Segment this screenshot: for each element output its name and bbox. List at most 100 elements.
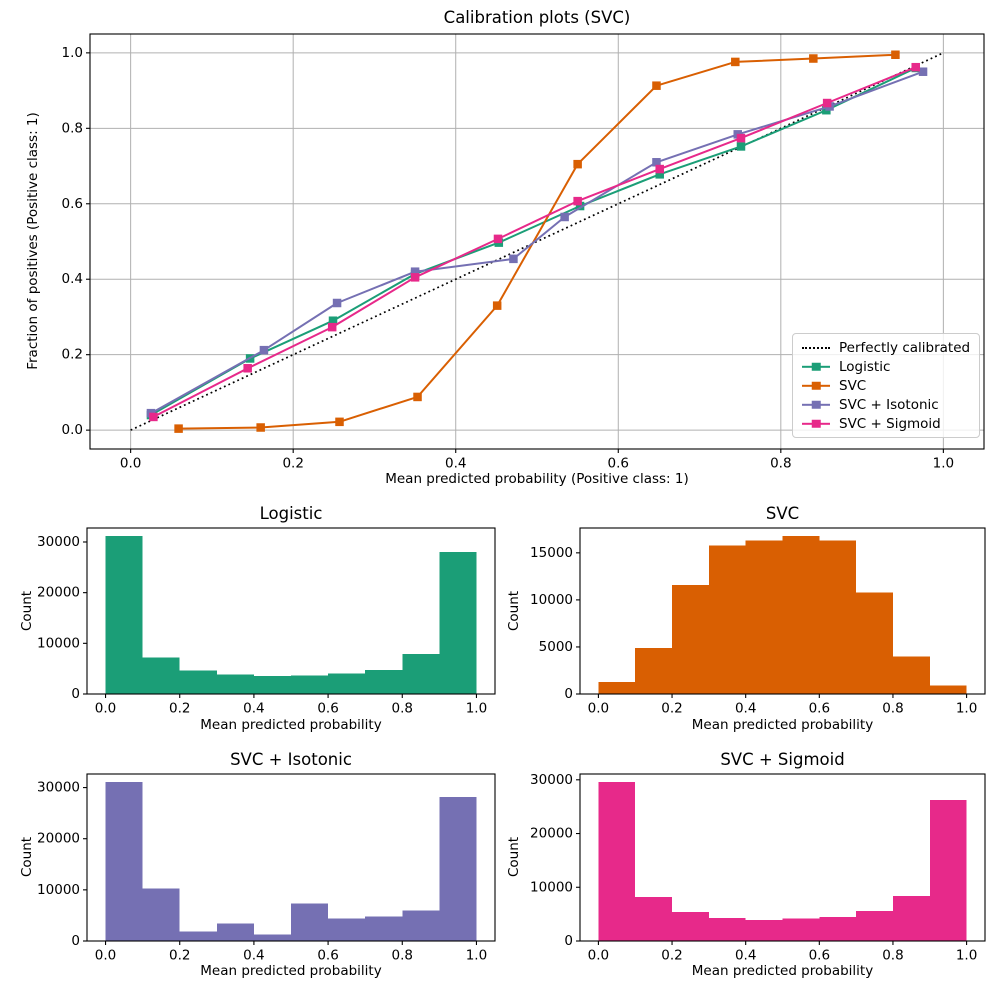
y-tick-label: 5000 bbox=[539, 639, 573, 655]
legend-entry-perfectly-calibrated: Perfectly calibrated bbox=[802, 338, 970, 357]
hist-bar bbox=[179, 670, 217, 694]
legend-label: Perfectly calibrated bbox=[839, 339, 971, 356]
x-tick-label: 0.4 bbox=[735, 701, 756, 717]
y-tick-label: 0.4 bbox=[62, 271, 83, 287]
x-tick-label: 0.8 bbox=[392, 701, 413, 717]
hist-bar bbox=[439, 796, 477, 941]
axes-svc-isotonic: 0.0 0.2 0.4 0.6 0.8 1.0 0 10000 20000 30000 bbox=[37, 773, 496, 964]
x-tick-label: 0.0 bbox=[588, 948, 609, 964]
square-marker bbox=[493, 234, 503, 244]
hist-bars-svc-isotonic bbox=[105, 781, 477, 941]
square-marker bbox=[911, 62, 920, 72]
hist-svc-x-label: Mean predicted probability bbox=[691, 717, 874, 733]
axes-frame bbox=[86, 773, 496, 942]
hist-bar bbox=[782, 535, 820, 694]
series-markers-svc bbox=[174, 50, 900, 433]
legend-label: SVC bbox=[839, 377, 867, 394]
x-tick-label: 0.8 bbox=[770, 456, 791, 472]
hist-bar bbox=[142, 888, 180, 941]
hist-bars-svc bbox=[598, 535, 967, 694]
square-marker bbox=[736, 133, 746, 143]
axes-calibration-plots-svc: 0.0 0.2 0.4 0.6 0.8 1.0 0.0 0.2 0.4 0.6 0.8 1.0 bbox=[62, 33, 985, 472]
hist-bar bbox=[179, 931, 217, 941]
hist-logistic-y-label: Count bbox=[19, 590, 35, 632]
square-marker bbox=[560, 212, 569, 222]
square-marker bbox=[492, 301, 502, 310]
legend-entry-logistic: Logistic bbox=[802, 357, 970, 376]
axes-frame bbox=[579, 527, 986, 695]
main-y-axis-label: Fraction of positives (Positive class: 1… bbox=[25, 112, 41, 370]
legend: Perfectly calibrated Logistic SVC SVC + … bbox=[792, 333, 980, 438]
line-marker-swatch bbox=[802, 418, 830, 430]
hist-bar bbox=[819, 916, 857, 941]
x-tick-label: 0.6 bbox=[608, 456, 629, 472]
square-marker bbox=[509, 254, 518, 264]
x-tick-label: 0.0 bbox=[120, 456, 141, 472]
x-tick-label: 0.4 bbox=[243, 948, 264, 964]
y-tick-label: 1.0 bbox=[62, 45, 83, 61]
hist-isotonic-x-label: Mean predicted probability bbox=[200, 963, 382, 979]
hist-bar bbox=[635, 647, 673, 694]
hist-bar bbox=[672, 584, 709, 694]
x-tick-label: 1.0 bbox=[956, 701, 977, 717]
y-tick-label: 30000 bbox=[37, 534, 80, 550]
hist-bar bbox=[635, 896, 673, 941]
square-marker bbox=[174, 424, 183, 433]
square-marker bbox=[243, 364, 252, 373]
hist-bar bbox=[105, 535, 143, 694]
hist-bar bbox=[402, 910, 440, 941]
line-marker-swatch bbox=[802, 361, 830, 373]
y-tick-label: 20000 bbox=[37, 831, 80, 847]
hist-isotonic-y-label: Count bbox=[19, 836, 35, 878]
x-tick-label: 0.2 bbox=[661, 948, 682, 964]
hist-bar bbox=[745, 540, 783, 694]
hist-bar bbox=[672, 911, 709, 941]
hist-bar bbox=[253, 675, 291, 694]
hist-bar bbox=[105, 781, 143, 941]
axes-logistic: 0.0 0.2 0.4 0.6 0.8 1.0 0 10000 20000 30000 bbox=[37, 527, 496, 717]
x-tick-label: 0.2 bbox=[169, 948, 190, 964]
x-tick-label: 0.8 bbox=[882, 701, 903, 717]
x-tick-label: 0.8 bbox=[392, 948, 413, 964]
square-marker bbox=[655, 170, 664, 179]
hist-bar bbox=[291, 675, 329, 694]
y-tick-label: 0.0 bbox=[62, 422, 83, 438]
hist-svc-title: SVC bbox=[765, 504, 800, 523]
legend-entry-svc-isotonic: SVC + Isotonic bbox=[802, 395, 970, 414]
line-marker-swatch bbox=[802, 399, 830, 411]
hist-bar bbox=[929, 800, 967, 941]
square-marker bbox=[575, 201, 585, 211]
hist-bar bbox=[328, 918, 366, 941]
square-marker bbox=[891, 50, 900, 59]
y-tick-label: 0 bbox=[71, 933, 80, 949]
axes-svc: 0.0 0.2 0.4 0.6 0.8 1.0 0 5000 10000 15000 bbox=[530, 527, 986, 717]
y-tick-label: 0.8 bbox=[62, 120, 83, 136]
axes-svc-sigmoid: 0.0 0.2 0.4 0.6 0.8 1.0 0 10000 20000 30000 bbox=[530, 772, 986, 964]
x-tick-label: 1.0 bbox=[466, 948, 487, 964]
hist-sigmoid-y-label: Count bbox=[506, 836, 522, 878]
hist-bar bbox=[439, 552, 477, 694]
hist-bar bbox=[892, 656, 930, 694]
x-tick-label: 0.6 bbox=[317, 948, 338, 964]
y-tick-label: 10000 bbox=[530, 879, 573, 895]
y-tick-label: 0 bbox=[71, 686, 80, 702]
hist-bars-svc-sigmoid bbox=[598, 781, 967, 941]
hist-bar bbox=[142, 657, 180, 694]
x-tick-label: 1.0 bbox=[466, 701, 487, 717]
hist-bar bbox=[856, 592, 893, 694]
x-tick-label: 0.0 bbox=[95, 948, 116, 964]
square-marker bbox=[413, 392, 422, 402]
series-markers-svc-sigmoid bbox=[149, 62, 920, 422]
x-tick-label: 0.6 bbox=[317, 701, 338, 717]
hist-sigmoid-title: SVC + Sigmoid bbox=[720, 750, 845, 769]
hist-bar bbox=[745, 920, 783, 941]
y-tick-label: 0.6 bbox=[62, 196, 83, 212]
square-marker bbox=[736, 142, 746, 151]
hist-isotonic-title: SVC + Isotonic bbox=[230, 750, 352, 769]
hist-svc-y-label: Count bbox=[506, 590, 522, 632]
y-tick-label: 10000 bbox=[37, 882, 80, 898]
hist-logistic-x-label: Mean predicted probability bbox=[200, 717, 382, 733]
x-tick-label: 0.6 bbox=[809, 948, 830, 964]
